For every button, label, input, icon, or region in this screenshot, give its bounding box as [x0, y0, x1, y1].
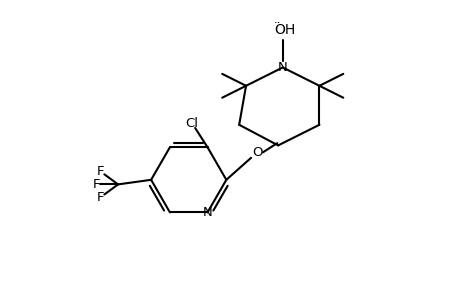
- Text: OH: OH: [274, 23, 295, 37]
- Text: N: N: [202, 206, 212, 219]
- Text: F: F: [97, 191, 104, 204]
- Text: ··: ··: [273, 17, 280, 30]
- Text: Cl: Cl: [185, 117, 197, 130]
- Text: O: O: [252, 146, 262, 159]
- Text: F: F: [92, 178, 100, 191]
- Text: N: N: [277, 61, 287, 74]
- Text: F: F: [97, 165, 104, 178]
